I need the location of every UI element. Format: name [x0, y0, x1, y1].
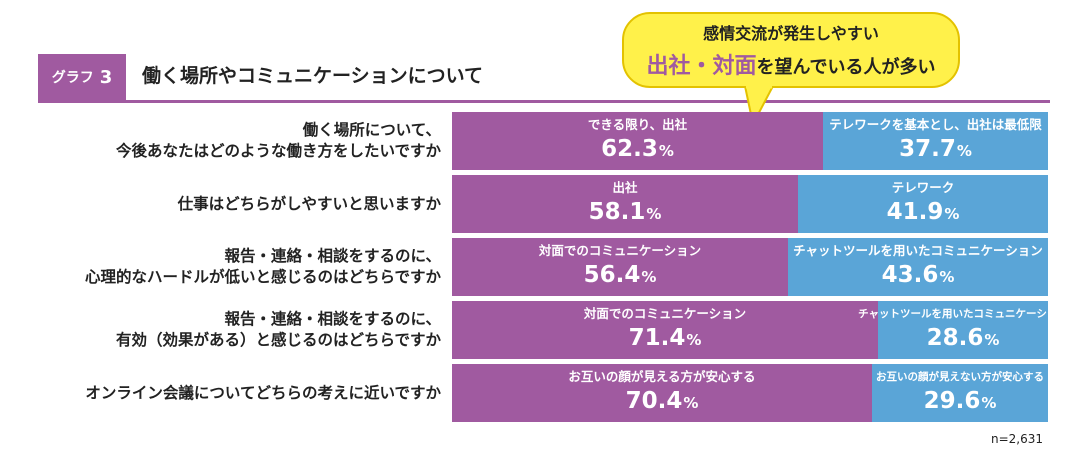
segment-label: テレワーク: [891, 180, 955, 195]
bar-segment-purple: 出社 58.1%: [452, 175, 798, 233]
chart-title: 働く場所やコミュニケーションについて: [142, 65, 484, 87]
question-label: オンライン会議についてどちらの考えに近いですか: [11, 364, 441, 422]
callout-line-2: 出社・対面を望んでいる人が多い: [646, 48, 935, 80]
chart-row: オンライン会議についてどちらの考えに近いですか お互いの顔が見える方が安心する 70…: [0, 364, 1081, 422]
bar-segment-purple: 対面でのコミュニケーション 71.4%: [452, 301, 878, 359]
segment-value: 71.4%: [629, 324, 702, 354]
segment-label: 対面でのコミュニケーション: [538, 243, 702, 258]
segment-label: チャットツールを用いたコミュニケーション: [858, 308, 1068, 320]
bar-segment-blue: チャットツールを用いたコミュニケーション 43.6%: [788, 238, 1048, 296]
badge-label: グラフ: [51, 70, 94, 86]
segment-value: 29.6%: [924, 387, 997, 417]
question-line: 働く場所について、: [302, 121, 441, 139]
value-unit: %: [956, 142, 972, 160]
callout-line-1: 感情交流が発生しやすい: [703, 24, 879, 43]
segment-label: 出社: [612, 180, 638, 195]
question-line: 有効（効果がある）と感じるのはどちらですか: [115, 331, 441, 349]
value-unit: %: [944, 205, 960, 223]
chart-row: 働く場所について、今後あなたはどのような働き方をしたいですか できる限り、出社 62…: [0, 112, 1081, 170]
segment-label: お互いの顔が見える方が安心する: [568, 369, 756, 384]
bar-track: お互いの顔が見える方が安心する 70.4% お互いの顔が見えない方が安心する 29.6…: [452, 364, 1048, 422]
callout-highlight: 出社・対面: [646, 54, 757, 79]
question-label: 仕事はどちらがしやすいと思いますか: [11, 175, 441, 233]
graph-number-badge: グラフ 3: [38, 54, 126, 100]
segment-value: 37.7%: [899, 135, 972, 165]
segment-label: チャットツールを用いたコミュニケーション: [793, 243, 1043, 258]
bar-segment-purple: 対面でのコミュニケーション 56.4%: [452, 238, 788, 296]
chart-row: 仕事はどちらがしやすいと思いますか 出社 58.1% テレワーク 41.9%: [0, 175, 1081, 233]
value-number: 58.1: [588, 199, 646, 225]
value-unit: %: [686, 331, 702, 349]
question-line: 報告・連絡・相談をするのに、: [224, 247, 441, 265]
value-unit: %: [939, 268, 955, 286]
value-number: 56.4: [583, 262, 641, 288]
value-number: 37.7: [899, 136, 956, 162]
question-line: 仕事はどちらがしやすいと思いますか: [177, 194, 441, 213]
value-unit: %: [981, 394, 997, 412]
value-unit: %: [646, 205, 662, 223]
badge-number: 3: [99, 66, 113, 88]
bar-segment-purple: できる限り、出社 62.3%: [452, 112, 823, 170]
segment-value: 28.6%: [927, 324, 1000, 354]
question-line: 報告・連絡・相談をするのに、: [224, 310, 441, 328]
segment-value: 58.1%: [589, 198, 662, 228]
value-number: 41.9: [886, 199, 944, 225]
sample-size-note: n=2,631: [990, 432, 1043, 446]
value-unit: %: [641, 268, 657, 286]
value-unit: %: [984, 331, 1000, 349]
value-number: 29.6: [923, 388, 981, 414]
segment-value: 41.9%: [887, 198, 960, 228]
segment-value: 56.4%: [584, 261, 657, 291]
value-unit: %: [658, 142, 674, 160]
question-line: オンライン会議についてどちらの考えに近いですか: [85, 383, 441, 402]
question-label: 報告・連絡・相談をするのに、有効（効果がある）と感じるのはどちらですか: [11, 301, 441, 359]
bar-segment-blue: テレワークを基本とし、出社は最低限 37.7%: [823, 112, 1048, 170]
bar-segment-blue: お互いの顔が見えない方が安心する 29.6%: [872, 364, 1048, 422]
segment-label: お互いの顔が見えない方が安心する: [876, 371, 1044, 383]
question-line: 今後あなたはどのような働き方をしたいですか: [115, 142, 441, 160]
question-label: 報告・連絡・相談をするのに、心理的なハードルが低いと感じるのはどちらですか: [11, 238, 441, 296]
value-number: 70.4: [625, 388, 683, 414]
bar-track: 出社 58.1% テレワーク 41.9%: [452, 175, 1048, 233]
segment-value: 70.4%: [626, 387, 699, 417]
callout-bubble: 感情交流が発生しやすい 出社・対面を望んでいる人が多い: [622, 12, 960, 88]
chart-row: 報告・連絡・相談をするのに、 有効（効果がある）と感じるのはどちらですか 対面でのコ…: [0, 301, 1081, 359]
value-unit: %: [683, 394, 699, 412]
bar-segment-blue: チャットツールを用いたコミュニケーション 28.6%: [858, 301, 1068, 359]
segment-value: 43.6%: [882, 261, 955, 291]
segment-label: テレワークを基本とし、出社は最低限: [829, 117, 1042, 132]
bar-segment-blue: テレワーク 41.9%: [798, 175, 1048, 233]
segment-label: できる限り、出社: [587, 117, 688, 132]
value-number: 71.4: [628, 325, 686, 351]
header-underline: [38, 54, 1050, 103]
bar-track: 対面でのコミュニケーション 71.4% チャットツールを用いたコミュニケーション 28…: [452, 301, 1068, 359]
value-number: 62.3: [601, 136, 658, 162]
bar-track: できる限り、出社 62.3% テレワークを基本とし、出社は最低限 37.7%: [452, 112, 1048, 170]
segment-value: 62.3%: [601, 135, 674, 165]
callout-rest: を望んでいる人が多い: [756, 57, 936, 78]
chart-row: 報告・連絡・相談をするのに、 心理的なハードルが低いと感じるのはどちらですか 対面で…: [0, 238, 1081, 296]
value-number: 28.6: [926, 325, 984, 351]
segment-label: 対面でのコミュニケーション: [583, 306, 747, 321]
question-line: 心理的なハードルが低いと感じるのはどちらですか: [84, 268, 441, 286]
bar-track: 対面でのコミュニケーション 56.4% チャットツールを用いたコミュニケーション 43…: [452, 238, 1048, 296]
value-number: 43.6: [881, 262, 939, 288]
bar-segment-purple: お互いの顔が見える方が安心する 70.4%: [452, 364, 872, 422]
question-label: 働く場所について、今後あなたはどのような働き方をしたいですか: [11, 112, 441, 170]
